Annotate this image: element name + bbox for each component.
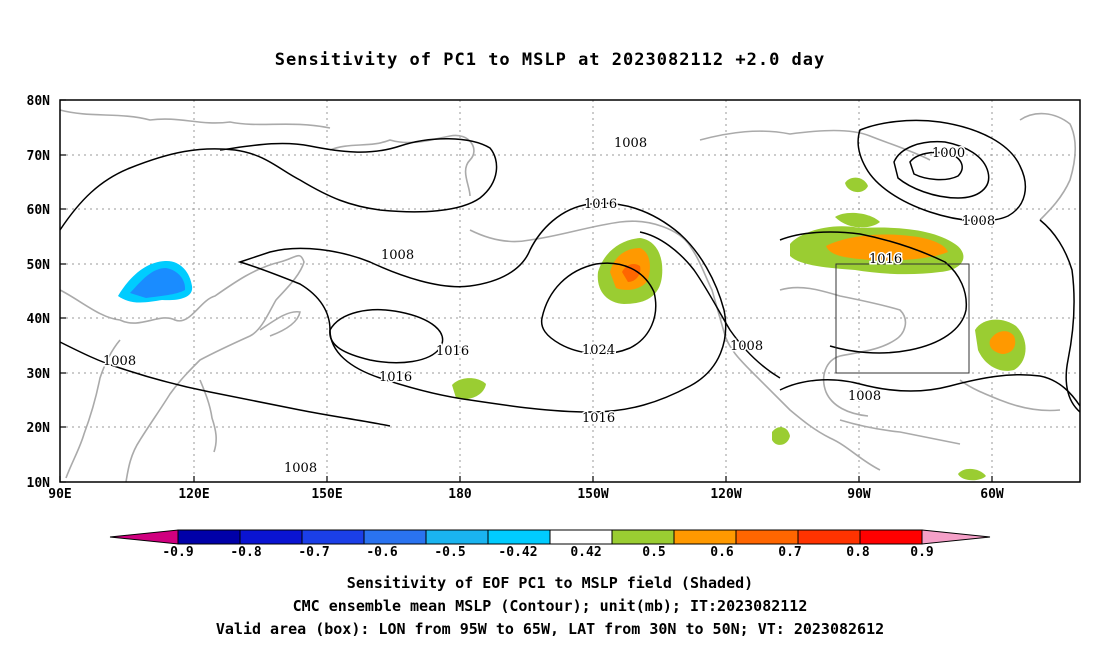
map-frame bbox=[59, 99, 1081, 483]
contour-label: 1008 bbox=[962, 214, 995, 229]
colorbar-swatch bbox=[673, 529, 737, 545]
colorbar-left-arrow bbox=[109, 529, 179, 545]
colorbar-swatch bbox=[425, 529, 489, 545]
lat-label: 10N bbox=[27, 476, 51, 491]
grid-lines bbox=[60, 100, 1080, 482]
lon-label: 60W bbox=[980, 487, 1004, 502]
caption-line-2: CMC ensemble mean MSLP (Contour); unit(m… bbox=[292, 597, 808, 615]
lon-label: 90E bbox=[48, 487, 71, 502]
contour-label: 1008 bbox=[381, 248, 414, 263]
contour-1000-inner bbox=[909, 151, 963, 181]
contour-1016-eastus bbox=[779, 231, 968, 354]
contour-label: 1008 bbox=[103, 354, 136, 369]
contour-label: 1016 bbox=[436, 344, 469, 359]
shade-hudson-green bbox=[835, 212, 880, 228]
coastlines bbox=[59, 109, 1077, 483]
colorbar-label: -0.6 bbox=[366, 545, 397, 560]
lat-label: 70N bbox=[27, 149, 51, 164]
lon-label: 180 bbox=[448, 487, 472, 502]
contour-label: 1008 bbox=[284, 461, 317, 476]
colorbar-swatch bbox=[239, 529, 303, 545]
colorbar-label: -0.42 bbox=[498, 545, 537, 560]
shade-caribbean-green bbox=[958, 468, 986, 481]
contour-1008-north bbox=[857, 119, 1027, 222]
colorbar-swatch bbox=[363, 529, 427, 545]
contour-label: 1016 bbox=[869, 252, 902, 267]
contour-label: 1016 bbox=[379, 370, 412, 385]
contour-label: 1000 bbox=[932, 146, 965, 161]
colorbar-label: -0.5 bbox=[434, 545, 465, 560]
contour-1008-westcoast bbox=[639, 231, 781, 379]
axis-ticks bbox=[59, 99, 993, 483]
contour-label: 1016 bbox=[582, 411, 615, 426]
colorbar-swatch bbox=[611, 529, 675, 545]
contour-1024-high bbox=[540, 262, 657, 355]
valid-area-box bbox=[835, 263, 970, 374]
latitude-labels: 80N 70N 60N 50N 40N 30N 20N 10N bbox=[27, 94, 51, 491]
contour-label: 1024 bbox=[582, 343, 615, 358]
lat-label: 50N bbox=[27, 258, 51, 273]
longitude-labels: 90E 120E 150E 180 150W 120W 90W 60W bbox=[48, 487, 1004, 502]
colorbar-swatch bbox=[177, 529, 241, 545]
contour-labels: 1008 1000 1008 1016 1008 1016 1024 1016 … bbox=[102, 135, 997, 478]
lon-label: 150E bbox=[311, 487, 342, 502]
lon-label: 120W bbox=[710, 487, 741, 502]
colorbar-label: 0.9 bbox=[910, 545, 933, 560]
shade-negative-asia-core bbox=[130, 268, 186, 298]
plot-title: Sensitivity of PC1 to MSLP at 2023082112… bbox=[274, 50, 826, 70]
contour-label: 1008 bbox=[614, 136, 647, 151]
contour-atlantic-east bbox=[1039, 219, 1081, 413]
sensitivity-shading bbox=[118, 177, 1026, 481]
colorbar bbox=[109, 529, 991, 545]
colorbar-swatch bbox=[487, 529, 551, 545]
colorbar-label: 0.7 bbox=[778, 545, 801, 560]
colorbar-label: 0.5 bbox=[642, 545, 665, 560]
contour-1008-south-asia bbox=[59, 341, 391, 427]
shade-central-pacific-green bbox=[452, 378, 486, 400]
colorbar-swatch bbox=[735, 529, 799, 545]
shade-labrador-green bbox=[845, 177, 868, 193]
colorbar-labels: -0.9 -0.8 -0.7 -0.6 -0.5 -0.42 0.42 0.5 … bbox=[162, 545, 933, 560]
colorbar-swatch bbox=[549, 529, 613, 545]
contour-label: 1016 bbox=[584, 197, 617, 212]
colorbar-swatch bbox=[301, 529, 365, 545]
lat-label: 60N bbox=[27, 203, 51, 218]
colorbar-label: -0.8 bbox=[230, 545, 261, 560]
colorbar-label: -0.7 bbox=[298, 545, 329, 560]
lat-label: 20N bbox=[27, 421, 51, 436]
caption-line-1: Sensitivity of EOF PC1 to MSLP field (Sh… bbox=[346, 574, 754, 592]
caption-line-3: Valid area (box): LON from 95W to 65W, L… bbox=[215, 620, 885, 638]
shade-mexico-green bbox=[772, 427, 790, 445]
colorbar-label: 0.6 bbox=[710, 545, 734, 560]
contour-1008-atlantic bbox=[779, 373, 1081, 407]
contour-label: 1008 bbox=[730, 339, 763, 354]
mslp-contours bbox=[59, 119, 1081, 427]
contour-1016-pacific bbox=[237, 202, 727, 413]
lat-label: 40N bbox=[27, 312, 51, 327]
lon-label: 120E bbox=[178, 487, 209, 502]
contour-1016-inner bbox=[329, 309, 444, 364]
colorbar-label: -0.9 bbox=[162, 545, 193, 560]
shade-pacific-red bbox=[622, 264, 641, 282]
lon-label: 90W bbox=[847, 487, 871, 502]
colorbar-swatch bbox=[859, 529, 923, 545]
colorbar-right-arrow bbox=[921, 529, 991, 545]
contour-1000-low bbox=[893, 140, 990, 199]
shade-atlantic-orange bbox=[989, 331, 1016, 354]
lat-label: 80N bbox=[27, 94, 51, 109]
contour-1008-asia bbox=[59, 138, 498, 231]
shade-canada-orange bbox=[826, 234, 948, 261]
contour-label: 1008 bbox=[848, 389, 881, 404]
colorbar-label: 0.42 bbox=[570, 545, 601, 560]
colorbar-label: 0.8 bbox=[846, 545, 870, 560]
lon-label: 150W bbox=[577, 487, 608, 502]
lat-label: 30N bbox=[27, 367, 51, 382]
colorbar-swatch bbox=[797, 529, 861, 545]
